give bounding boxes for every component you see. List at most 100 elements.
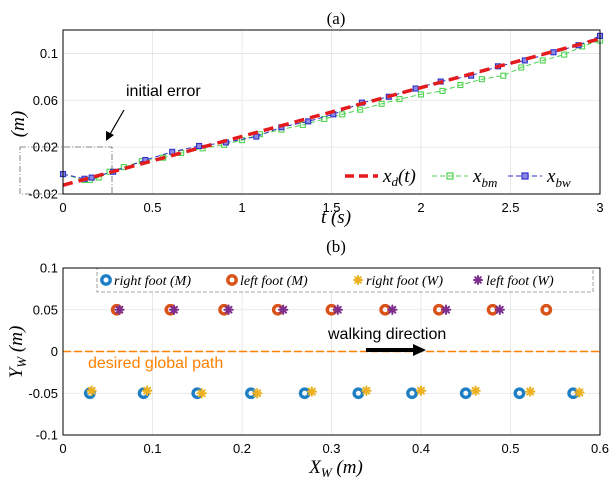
initial-error-arrow: [108, 109, 125, 137]
y-tick-label: 0: [51, 344, 58, 359]
panel-b-title: (b): [326, 237, 346, 256]
point-left-foot-w: [168, 304, 180, 315]
point-right-foot-w: [141, 385, 153, 396]
data-point-x-bm: [396, 96, 403, 103]
point-right-foot-w: [86, 385, 97, 396]
point-right-foot-m: [459, 387, 472, 400]
data-point-x-bw: [550, 49, 557, 56]
legend-xbm-marker: [446, 172, 454, 180]
legend-xd-label: xd(t): [382, 166, 416, 189]
data-point-x-bm: [417, 91, 425, 98]
point-right-foot-w: [415, 385, 427, 396]
panel-a-axes-box: [62, 29, 601, 195]
legend-marker-left-foot-w: [473, 275, 483, 285]
data-point-x-bm: [478, 76, 485, 83]
legend-xbw-marker: [521, 172, 529, 180]
walking-direction-label: walking direction: [327, 326, 446, 343]
data-point-x-bm: [457, 82, 464, 89]
data-point-x-bm: [439, 87, 446, 94]
walking-direction-arrowhead: [413, 344, 426, 356]
point-left-foot-w: [114, 304, 125, 315]
panel-a: (a) 0 0.5 1 1.5 2 2.5 3 -0.020.020.060.1 initi…: [8, 9, 604, 228]
x-tick-label: 1: [238, 200, 245, 215]
legend-label-right-foot-m: right foot (M): [114, 274, 191, 289]
point-left-foot-w: [387, 304, 398, 315]
legend-label-right-foot-w: right foot (W): [366, 274, 443, 289]
point-left-foot-w: [223, 304, 234, 315]
y-tick-label: 0.06: [33, 93, 58, 108]
point-right-foot-w: [361, 385, 372, 396]
panel-a-x-ticks: 0 0.5 1 1.5 2 2.5 3: [59, 200, 603, 215]
x-tick-label: 0.4: [412, 441, 430, 456]
panel-b-legend-box: [96, 267, 594, 293]
legend-xbm-label: xbm: [472, 166, 497, 190]
data-point-x-bw: [195, 142, 203, 150]
y-tick-label: 0.1: [40, 261, 58, 276]
y-tick-label: -0.05: [28, 386, 58, 401]
x-tick-label: 2.5: [501, 200, 519, 215]
panel-a-xlabel: t (s): [321, 207, 351, 228]
x-tick-label: 0.5: [501, 441, 519, 456]
panel-b-xlabel: XW (m): [308, 457, 363, 479]
initial-error-label: initial error: [126, 83, 201, 100]
point-left-foot-w: [277, 304, 289, 315]
x-tick-label: 0: [59, 441, 66, 456]
point-left-foot-w: [332, 304, 343, 315]
panel-b: (b) 0 0.1 0.2 0.3 0.4 0.5 0.6 -0.1 -0.05 0 0.05 0.…: [6, 237, 609, 479]
data-point-x-bm: [518, 64, 525, 71]
data-point-x-bw: [305, 118, 312, 125]
legend-xbw-label: xbw: [546, 166, 571, 190]
panel-b-y-ticks: -0.1 -0.05 0 0.05 0.1: [28, 261, 58, 443]
data-point-x-bw: [88, 174, 95, 181]
point-right-foot-w: [470, 385, 481, 396]
panel-a-legend: xd(t) xbm xbw: [345, 166, 571, 190]
legend-marker-right-foot-w: [353, 275, 363, 285]
panel-a-grid: [62, 30, 601, 195]
panel-a-title: (a): [327, 9, 346, 28]
x-tick-label: 3: [596, 200, 603, 215]
series-line-x-d-t-: [62, 37, 601, 187]
point-right-foot-m: [513, 387, 526, 400]
panel-b-legend: right foot (M) left foot (M) right foot (W…: [96, 267, 594, 293]
data-point-x-bm: [378, 100, 385, 107]
point-right-foot-m: [406, 387, 418, 400]
panel-b-series: [83, 303, 585, 400]
panel-b-ylabel: YW (m): [6, 326, 29, 379]
panel-a-series: [59, 32, 604, 187]
point-right-foot-w: [524, 386, 536, 397]
x-tick-label: 0.6: [591, 441, 609, 456]
point-right-foot-w: [252, 388, 263, 399]
data-point-x-bm: [357, 106, 364, 113]
point-right-foot-w: [196, 388, 207, 399]
data-point-x-bm: [339, 111, 346, 118]
y-tick-label: 0.1: [40, 46, 58, 61]
y-tick-label: -0.02: [28, 187, 58, 202]
y-tick-label: -0.1: [36, 428, 58, 443]
legend-marker-left-foot-m: [226, 274, 238, 286]
legend-label-left-foot-m: left foot (M): [240, 274, 308, 289]
x-tick-label: 0.5: [143, 200, 161, 215]
data-point-x-bw: [253, 133, 260, 140]
point-left-foot-w: [440, 304, 452, 315]
data-point-x-bm: [539, 57, 546, 64]
legend-label-left-foot-w: left foot (W): [486, 274, 554, 289]
legend-marker-right-foot-m: [100, 274, 112, 286]
initial-error-arrowhead: [106, 131, 114, 141]
x-tick-label: 2: [417, 200, 424, 215]
panel-a-y-ticks: -0.020.020.060.1: [28, 46, 58, 202]
x-tick-label: 0.3: [322, 441, 340, 456]
panel-b-x-ticks: 0 0.1 0.2 0.3 0.4 0.5 0.6: [59, 441, 609, 456]
point-right-foot-w: [574, 387, 585, 398]
data-point-x-bm: [321, 115, 328, 123]
point-left-foot-w: [494, 304, 505, 315]
x-tick-label: 0.2: [233, 441, 251, 456]
panel-a-ylabel: (m): [8, 111, 29, 137]
data-point-x-bm: [500, 72, 507, 79]
point-right-foot-w: [306, 386, 318, 397]
panel-b-axes-box: [62, 267, 601, 436]
y-tick-label: 0.05: [33, 302, 58, 317]
x-tick-label: 0: [59, 200, 66, 215]
data-point-x-bm: [561, 51, 568, 58]
point-left-foot-m: [540, 303, 553, 316]
